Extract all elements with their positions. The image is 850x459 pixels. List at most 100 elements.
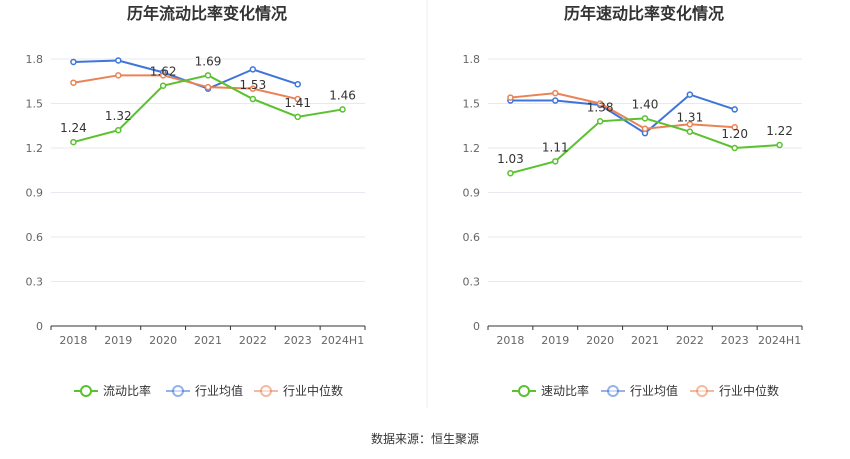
y-tick-label: 1.2	[26, 142, 44, 155]
x-tick-label: 2020	[149, 334, 177, 347]
data-label: 1.22	[766, 124, 793, 138]
legend-item-company: 流动比率	[74, 383, 151, 398]
data-point-industry_avg	[552, 97, 559, 104]
data-label: 1.38	[587, 100, 614, 114]
data-label: 1.69	[195, 54, 222, 68]
data-point-company	[776, 141, 783, 149]
data-point-industry_avg	[249, 66, 257, 73]
data-point-industry_avg	[686, 91, 694, 98]
data-point-industry_median	[596, 100, 604, 107]
y-tick-label: 1.8	[26, 53, 44, 66]
x-tick-label: 2021	[194, 334, 222, 347]
y-tick-label: 0.9	[26, 187, 44, 200]
y-tick-label: 1.5	[26, 98, 44, 111]
data-point-industry_median	[159, 72, 167, 79]
data-point-company	[731, 144, 738, 152]
y-tick-label: 0.6	[463, 231, 481, 244]
legend-item-industry_avg: 行业均值	[166, 383, 243, 398]
data-point-industry_avg	[731, 106, 738, 113]
y-tick-label: 0.9	[463, 187, 481, 200]
x-tick-label: 2022	[676, 334, 704, 347]
data-label: 1.41	[284, 96, 311, 110]
data-point-company	[339, 106, 346, 113]
legend-item-industry_median: 行业中位数	[690, 383, 779, 398]
data-point-company	[159, 82, 167, 89]
data-point-company	[552, 158, 559, 165]
data-point-industry_avg	[294, 80, 301, 88]
legend-label: 速动比率	[541, 383, 589, 398]
data-point-industry_avg	[115, 57, 122, 64]
legend-marker	[80, 385, 92, 397]
x-tick-label: 2018	[496, 334, 524, 347]
x-tick-label: 2024H1	[321, 334, 364, 347]
series-line-industry_median	[510, 92, 735, 130]
legend-item-company: 速动比率	[512, 383, 589, 398]
x-tick-label: 2020	[586, 334, 614, 347]
y-tick-label: 0.6	[26, 231, 44, 244]
y-tick-label: 1.2	[463, 142, 481, 155]
x-tick-label: 2022	[239, 334, 267, 347]
data-label: 1.03	[497, 152, 524, 166]
data-point-industry_median	[641, 125, 649, 132]
legend-marker	[172, 385, 184, 397]
legend-item-industry_avg: 行业均值	[601, 383, 678, 398]
data-label: 1.32	[105, 109, 132, 123]
legend-label: 行业中位数	[283, 383, 343, 398]
data-point-industry_avg	[70, 58, 77, 66]
data-point-company	[204, 72, 212, 79]
legend-marker	[260, 385, 272, 397]
data-point-company	[596, 118, 604, 125]
data-point-industry_median	[249, 85, 257, 92]
data-point-company	[686, 128, 694, 135]
x-tick-label: 2021	[631, 334, 659, 347]
data-point-industry_median	[552, 89, 559, 97]
x-tick-label: 2024H1	[758, 334, 801, 347]
legend-label: 流动比率	[103, 383, 151, 398]
y-tick-label: 0.3	[463, 276, 481, 289]
x-tick-label: 2018	[59, 334, 87, 347]
y-tick-label: 1.8	[463, 53, 481, 66]
data-label: 1.11	[542, 140, 569, 154]
y-tick-label: 0	[36, 320, 43, 333]
legend-marker	[696, 385, 708, 397]
data-point-industry_median	[507, 94, 514, 101]
chart-1: 历年流动比率变化情况 0 0.3 0.6 0.9 1.2 1.5 1.8 2018 2019 202…	[26, 4, 366, 398]
y-tick-label: 1.5	[463, 98, 481, 111]
data-label: 1.46	[329, 88, 356, 102]
data-point-company	[70, 138, 77, 146]
legend-label: 行业均值	[630, 383, 678, 398]
x-tick-label: 2019	[104, 334, 132, 347]
legend-marker	[518, 385, 530, 397]
legend-label: 行业均值	[195, 383, 243, 398]
legend-label: 行业中位数	[719, 383, 779, 398]
data-label: 1.62	[150, 65, 177, 79]
data-point-industry_median	[70, 79, 77, 86]
data-point-company	[249, 95, 257, 103]
data-label: 1.53	[239, 78, 266, 92]
data-point-industry_median	[294, 95, 301, 103]
legend-marker	[607, 385, 619, 397]
data-point-industry_median	[731, 123, 738, 131]
data-label: 1.40	[632, 97, 659, 111]
chart-title: 历年速动比率变化情况	[564, 4, 724, 23]
data-label: 1.24	[60, 121, 87, 135]
data-point-company	[115, 126, 122, 134]
x-tick-label: 2023	[284, 334, 312, 347]
data-point-company	[507, 169, 514, 177]
data-point-industry_median	[204, 83, 212, 91]
chart-2: 历年速动比率变化情况 0 0.3 0.6 0.9 1.2 1.5 1.8 2018 2019 202…	[463, 4, 803, 398]
data-label: 1.20	[721, 127, 748, 141]
y-tick-label: 0	[473, 320, 480, 333]
legend-item-industry_median: 行业中位数	[254, 383, 343, 398]
y-tick-label: 0.3	[26, 276, 44, 289]
chart-title: 历年流动比率变化情况	[127, 4, 287, 23]
data-point-company	[294, 113, 301, 121]
data-point-industry_median	[115, 72, 122, 79]
data-point-industry_median	[686, 121, 694, 128]
x-tick-label: 2019	[541, 334, 569, 347]
data-source-note: 数据来源：恒生聚源	[370, 432, 479, 446]
x-tick-label: 2023	[721, 334, 749, 347]
data-label: 1.31	[676, 111, 703, 125]
data-point-company	[641, 115, 649, 122]
